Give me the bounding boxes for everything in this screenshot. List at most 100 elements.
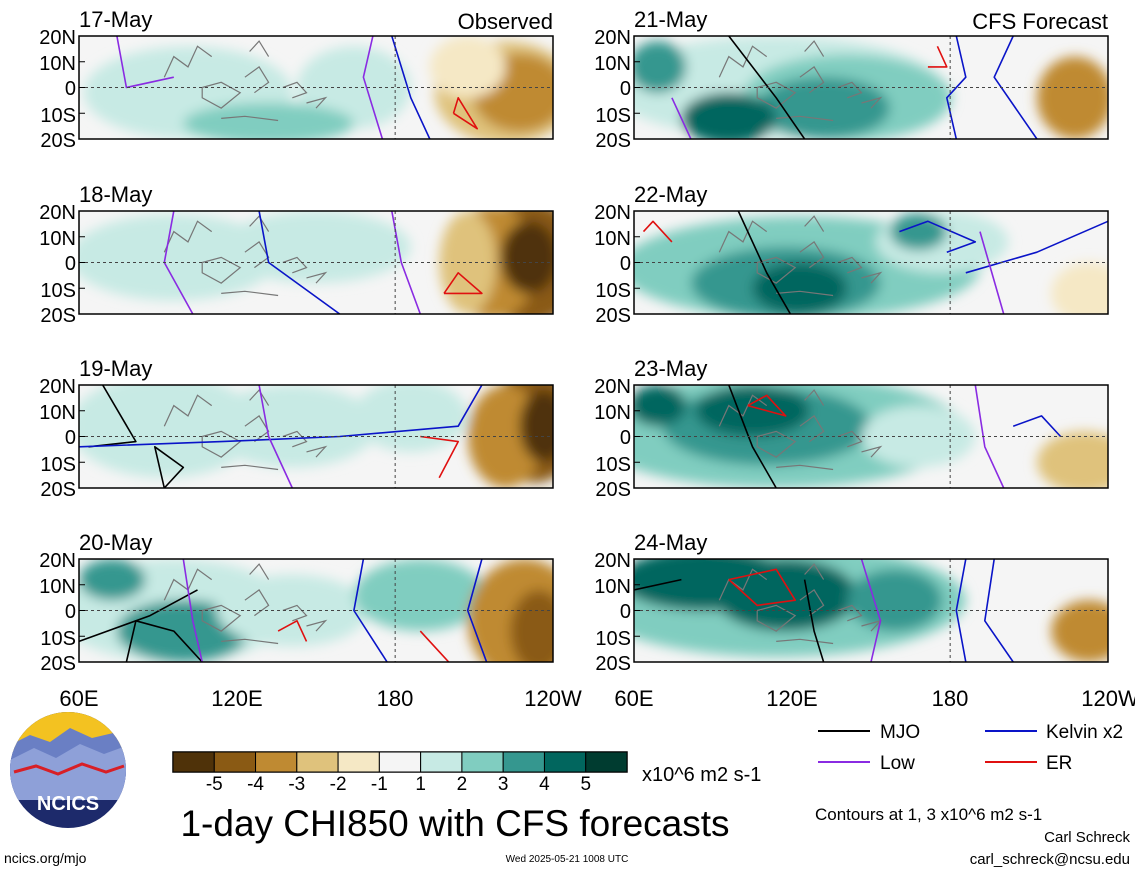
field-anomaly bbox=[429, 36, 506, 98]
coastline bbox=[718, 220, 768, 253]
colorbar-units: x10^6 m2 s-1 bbox=[642, 764, 761, 786]
legend-label-kelvin: Kelvin x2 bbox=[1046, 722, 1123, 743]
lat-label: 20N bbox=[39, 27, 76, 49]
lat-label: 20S bbox=[595, 653, 631, 675]
field-anomaly bbox=[681, 92, 777, 139]
coastline bbox=[776, 464, 834, 471]
contour-mjo bbox=[803, 579, 825, 662]
lat-label: 10N bbox=[594, 53, 631, 75]
lat-label: 10N bbox=[39, 228, 76, 250]
colorbar-swatch bbox=[172, 751, 215, 773]
lat-label: 20S bbox=[595, 130, 631, 152]
panel-date: 18-May bbox=[79, 182, 152, 207]
lat-label: 20S bbox=[40, 305, 76, 327]
contour-er bbox=[728, 568, 797, 607]
lat-label: 10S bbox=[595, 454, 631, 476]
field-anomaly bbox=[695, 385, 810, 437]
contour-er bbox=[277, 619, 308, 642]
lat-label: 20S bbox=[40, 479, 76, 501]
field-anomaly bbox=[353, 385, 468, 452]
contour-er bbox=[443, 271, 483, 295]
coastline bbox=[249, 389, 270, 406]
coastline bbox=[718, 45, 768, 78]
field-anomaly bbox=[1036, 56, 1108, 139]
lat-label: 20N bbox=[39, 202, 76, 224]
lon-label: 60E bbox=[614, 686, 653, 711]
contour-mjo bbox=[88, 385, 137, 448]
field-anomaly bbox=[889, 213, 947, 251]
map-panel: 20N 10N 0 10S 20S 21-May CFS Forecast bbox=[594, 7, 1109, 152]
colorbar-swatch bbox=[420, 751, 463, 773]
contour-er bbox=[419, 630, 450, 662]
panel-date: 20-May bbox=[79, 530, 152, 555]
coastline bbox=[221, 290, 279, 297]
lat-label: 0 bbox=[620, 601, 631, 623]
contour-low bbox=[974, 385, 1005, 488]
colorbar-tick-label: -2 bbox=[330, 774, 347, 795]
field-anomaly bbox=[634, 41, 687, 93]
lat-label: 10N bbox=[594, 402, 631, 424]
coastline bbox=[756, 81, 797, 109]
coastline bbox=[201, 604, 242, 632]
lat-label: 20S bbox=[40, 130, 76, 152]
legend: MJO Kelvin x2 Low ER bbox=[818, 722, 1123, 774]
panel-date: 19-May bbox=[79, 356, 152, 381]
coastline bbox=[861, 271, 883, 284]
colorbar-tick-label: 1 bbox=[415, 774, 426, 795]
colorbar-tick-label: 3 bbox=[498, 774, 509, 795]
coastline bbox=[306, 445, 328, 458]
lat-label: 20N bbox=[594, 376, 631, 398]
coastline bbox=[163, 45, 213, 78]
lat-label: 10S bbox=[595, 628, 631, 650]
colorbar-swatch bbox=[543, 751, 587, 773]
coastline bbox=[201, 430, 242, 458]
lat-label: 20N bbox=[39, 376, 76, 398]
coastline bbox=[163, 220, 213, 253]
lat-label: 10S bbox=[40, 280, 76, 302]
lat-label: 20N bbox=[594, 202, 631, 224]
lon-label: 180 bbox=[932, 686, 969, 711]
coastline bbox=[756, 604, 797, 632]
lat-label: 10S bbox=[595, 280, 631, 302]
coastline bbox=[306, 619, 328, 632]
lat-label: 10S bbox=[40, 454, 76, 476]
contour-kelvin bbox=[983, 559, 1014, 662]
lon-label: 120E bbox=[766, 686, 817, 711]
logo-text: NCICS bbox=[37, 793, 99, 815]
lat-label: 0 bbox=[620, 427, 631, 449]
coastline bbox=[249, 40, 270, 57]
field-anomaly bbox=[757, 77, 890, 139]
coastline bbox=[163, 394, 213, 427]
field-anomaly bbox=[634, 385, 687, 427]
field-anomaly bbox=[847, 569, 943, 632]
contour-mjo bbox=[154, 445, 185, 488]
legend-label-low: Low bbox=[880, 753, 915, 774]
contour-mjo bbox=[79, 589, 198, 643]
field-anomaly bbox=[221, 211, 411, 284]
colorbar: -5 -4 -3 -2 -1 1 2 3 4 5 bbox=[172, 751, 628, 795]
field-anomaly bbox=[510, 589, 553, 662]
contour-kelvin bbox=[353, 559, 388, 662]
colorbar-swatch bbox=[585, 751, 628, 773]
contour-kelvin bbox=[993, 36, 1038, 139]
contour-low bbox=[860, 559, 882, 662]
lat-label: 0 bbox=[65, 601, 76, 623]
map-panel: 20N 10N 0 10S 20S 23-May bbox=[594, 356, 1109, 501]
coastline bbox=[249, 563, 270, 580]
panel-date: 21-May bbox=[634, 7, 707, 32]
field-anomaly bbox=[519, 390, 553, 463]
contour-er bbox=[452, 97, 479, 130]
source-url: ncics.org/mjo bbox=[4, 850, 87, 866]
contour-kelvin bbox=[899, 220, 977, 253]
map-panel: 20N 10N 0 10S 20S 20-May bbox=[39, 530, 554, 675]
contour-kelvin bbox=[391, 36, 431, 139]
map-panel: 20N 10N 0 10S 20S 18-May bbox=[39, 182, 554, 327]
colorbar-tick-label: -1 bbox=[371, 774, 388, 795]
panel-date: 17-May bbox=[79, 7, 152, 32]
lat-label: 20S bbox=[595, 305, 631, 327]
figure-title: 1-day CHI850 with CFS forecasts bbox=[180, 803, 729, 844]
coastline bbox=[861, 96, 883, 109]
field-anomaly bbox=[183, 102, 354, 139]
field-anomaly bbox=[1051, 600, 1108, 662]
coastline bbox=[804, 40, 825, 57]
